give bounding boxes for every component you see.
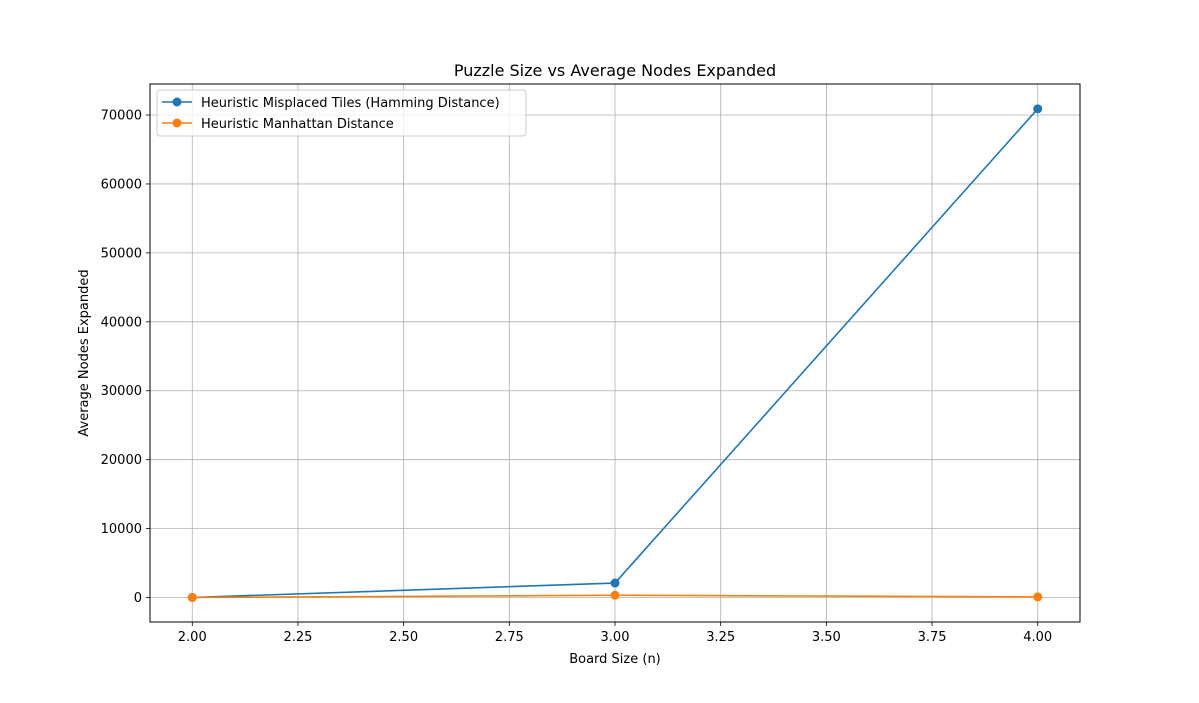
y-tick-label: 50000 [101, 246, 142, 261]
x-tick-label: 3.50 [812, 630, 841, 645]
legend: Heuristic Misplaced Tiles (Hamming Dista… [156, 89, 527, 137]
x-axis-label: Board Size (n) [569, 652, 661, 667]
x-tick-label: 2.75 [495, 630, 524, 645]
y-tick-label: 60000 [101, 177, 142, 192]
y-tick-label: 0 [134, 591, 142, 606]
y-tick-label: 20000 [101, 453, 142, 468]
legend-marker-manhattan [172, 118, 182, 128]
data-point [1033, 592, 1043, 602]
x-tick-label: 3.00 [601, 630, 630, 645]
legend-entry-manhattan: Heuristic Manhattan Distance [162, 117, 394, 132]
series-lines [187, 104, 1043, 603]
x-tick-label: 3.25 [706, 630, 735, 645]
legend-label-manhattan: Heuristic Manhattan Distance [201, 117, 394, 132]
x-tick-label: 4.00 [1023, 630, 1052, 645]
x-tick-label: 2.25 [283, 630, 312, 645]
legend-box [156, 89, 527, 137]
x-tick-label: 2.50 [389, 630, 418, 645]
data-point [187, 593, 197, 603]
legend-label-hamming: Heuristic Misplaced Tiles (Hamming Dista… [201, 96, 500, 111]
y-tick-label: 10000 [101, 522, 142, 537]
axis-ticks: 2.00 2.25 2.50 2.75 3.00 3.25 3.50 3.75 4.00 0 100… [101, 109, 1053, 645]
data-point [610, 578, 620, 588]
y-tick-label: 30000 [101, 384, 142, 399]
legend-marker-hamming [172, 97, 182, 107]
data-point [610, 590, 620, 600]
chart-title: Puzzle Size vs Average Nodes Expanded [454, 61, 776, 80]
data-point [1033, 104, 1043, 114]
y-axis-label: Average Nodes Expanded [77, 269, 92, 436]
legend-entry-hamming: Heuristic Misplaced Tiles (Hamming Dista… [162, 96, 500, 111]
y-tick-label: 70000 [101, 109, 142, 124]
y-tick-label: 40000 [101, 315, 142, 330]
x-tick-label: 2.00 [178, 630, 207, 645]
x-tick-label: 3.75 [918, 630, 947, 645]
